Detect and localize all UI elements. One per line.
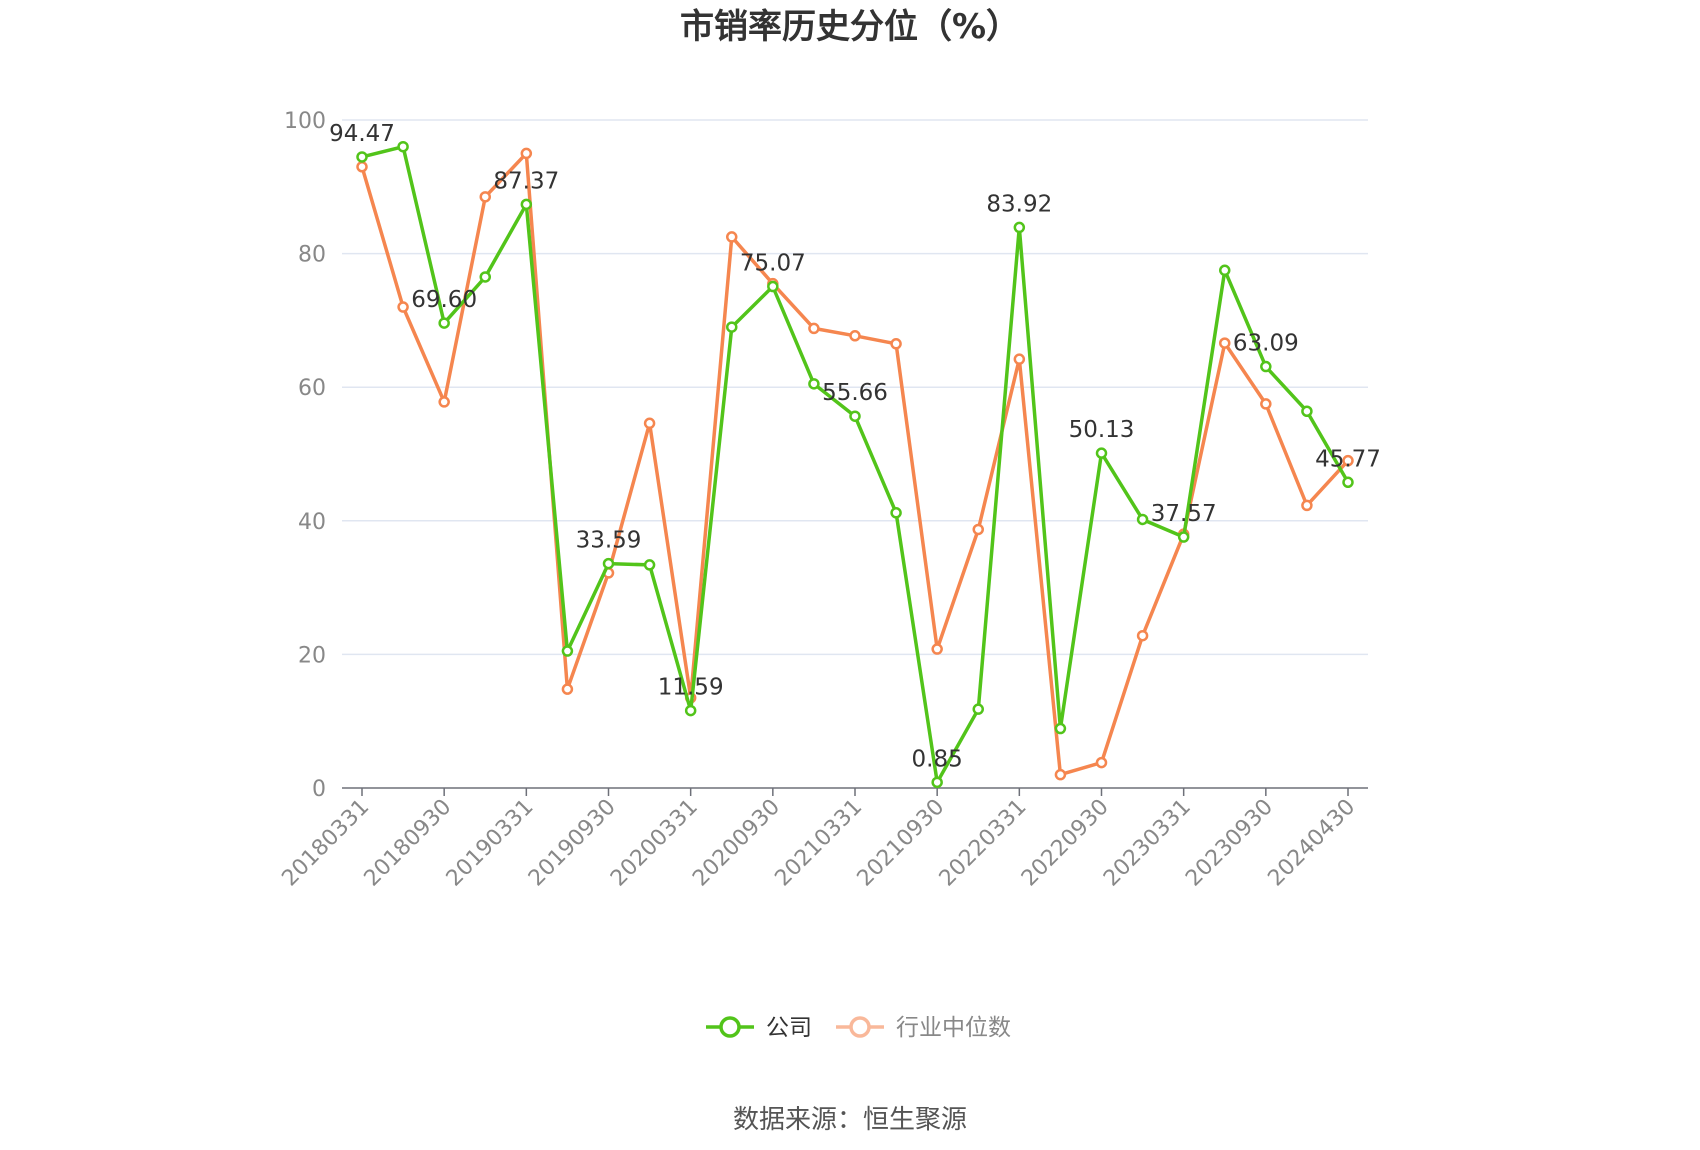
- x-tick-label: 20210930: [853, 795, 950, 892]
- data-point[interactable]: [808, 378, 820, 390]
- data-point[interactable]: [479, 191, 491, 203]
- data-point[interactable]: [643, 417, 656, 430]
- data-point[interactable]: [356, 151, 368, 163]
- x-tick-label: 20220331: [935, 795, 1032, 892]
- legend-label: 公司: [766, 1015, 812, 1041]
- data-label: 33.59: [576, 528, 642, 554]
- data-label: 0.85: [912, 746, 963, 772]
- data-point[interactable]: [561, 683, 574, 695]
- data-point[interactable]: [931, 643, 943, 655]
- legend[interactable]: 公司 行业中位数: [706, 1015, 1011, 1041]
- data-point[interactable]: [1301, 499, 1313, 512]
- x-tick-label: 20180930: [360, 795, 457, 892]
- series-line-1: [360, 151, 1350, 777]
- x-tick-label: 20210331: [770, 795, 867, 892]
- chart-title: 市销率历史分位（%）: [680, 7, 1020, 47]
- data-point[interactable]: [726, 321, 738, 333]
- data-point[interactable]: [1342, 476, 1354, 489]
- data-point[interactable]: [972, 523, 984, 536]
- data-label: 50.13: [1069, 417, 1135, 443]
- data-point[interactable]: [438, 396, 450, 408]
- data-point[interactable]: [1219, 264, 1231, 277]
- data-label: 87.37: [493, 168, 559, 194]
- x-tick-label: 20180331: [277, 795, 374, 892]
- data-point[interactable]: [643, 559, 656, 571]
- data-label: 37.57: [1151, 501, 1217, 527]
- legend-marker: [849, 1016, 871, 1038]
- data-label: 11.59: [658, 675, 724, 701]
- legend-item-0[interactable]: 公司: [706, 1015, 812, 1041]
- data-point[interactable]: [1342, 454, 1354, 467]
- data-point[interactable]: [520, 198, 533, 211]
- x-tick-label: 20230331: [1099, 795, 1196, 892]
- data-point[interactable]: [1095, 447, 1108, 459]
- legend-marker: [719, 1016, 741, 1038]
- data-point[interactable]: [1260, 398, 1272, 410]
- data-label: 75.07: [740, 251, 806, 277]
- y-tick-label: 0: [312, 777, 326, 802]
- data-point[interactable]: [767, 280, 779, 293]
- data-labels: 94.47 69.60 87.37 33.59 11.59 75.07 55.66 0.85 8…: [329, 121, 1381, 772]
- data-point[interactable]: [397, 301, 409, 313]
- data-point[interactable]: [356, 161, 368, 173]
- data-label: 83.92: [986, 191, 1052, 217]
- data-point[interactable]: [1260, 360, 1272, 373]
- data-label: 94.47: [329, 121, 395, 147]
- x-tick-label: 20220930: [1017, 795, 1114, 892]
- data-point[interactable]: [1136, 629, 1149, 642]
- data-point[interactable]: [931, 776, 943, 789]
- data-point[interactable]: [1177, 531, 1190, 543]
- x-tick-label: 20190331: [442, 795, 539, 892]
- data-point[interactable]: [890, 507, 902, 519]
- y-tick-label: 100: [284, 109, 326, 134]
- data-label: 63.09: [1233, 331, 1299, 357]
- y-tick-label: 60: [298, 376, 326, 401]
- x-tick-label: 20190930: [524, 795, 621, 892]
- data-point[interactable]: [1095, 756, 1108, 769]
- data-point[interactable]: [1054, 722, 1067, 735]
- data-point[interactable]: [1136, 513, 1149, 526]
- source-note: 数据来源：恒生聚源: [733, 1105, 967, 1135]
- data-point[interactable]: [1013, 221, 1026, 234]
- data-point[interactable]: [397, 140, 409, 153]
- data-point[interactable]: [849, 410, 861, 422]
- data-point[interactable]: [684, 704, 697, 717]
- x-tick-label: 20230930: [1181, 795, 1278, 892]
- data-point[interactable]: [890, 338, 902, 350]
- data-label: 45.77: [1315, 446, 1381, 472]
- data-point[interactable]: [726, 231, 738, 243]
- grid: [342, 119, 1368, 656]
- x-tick-label: 20240430: [1263, 795, 1360, 892]
- data-point[interactable]: [520, 147, 533, 160]
- y-tick-label: 20: [298, 643, 326, 668]
- data-point[interactable]: [602, 557, 615, 570]
- data-point[interactable]: [1013, 353, 1026, 365]
- data-point[interactable]: [808, 322, 820, 335]
- x-tick-label: 20200930: [688, 795, 785, 892]
- data-point[interactable]: [1301, 405, 1313, 417]
- legend-item-1[interactable]: 行业中位数: [836, 1015, 1011, 1041]
- legend-label: 行业中位数: [896, 1015, 1011, 1041]
- y-tick-label: 40: [298, 510, 326, 535]
- data-label: 69.60: [411, 287, 477, 313]
- data-point[interactable]: [1219, 337, 1231, 349]
- data-point[interactable]: [972, 703, 984, 715]
- data-point[interactable]: [561, 645, 574, 657]
- data-label: 55.66: [822, 380, 888, 406]
- data-point[interactable]: [1054, 768, 1067, 781]
- data-point[interactable]: [438, 317, 450, 329]
- series-lines: [356, 140, 1354, 789]
- data-point[interactable]: [479, 271, 491, 283]
- x-tick-label: 20200331: [606, 795, 703, 892]
- data-point[interactable]: [849, 330, 861, 342]
- y-tick-label: 80: [298, 243, 326, 268]
